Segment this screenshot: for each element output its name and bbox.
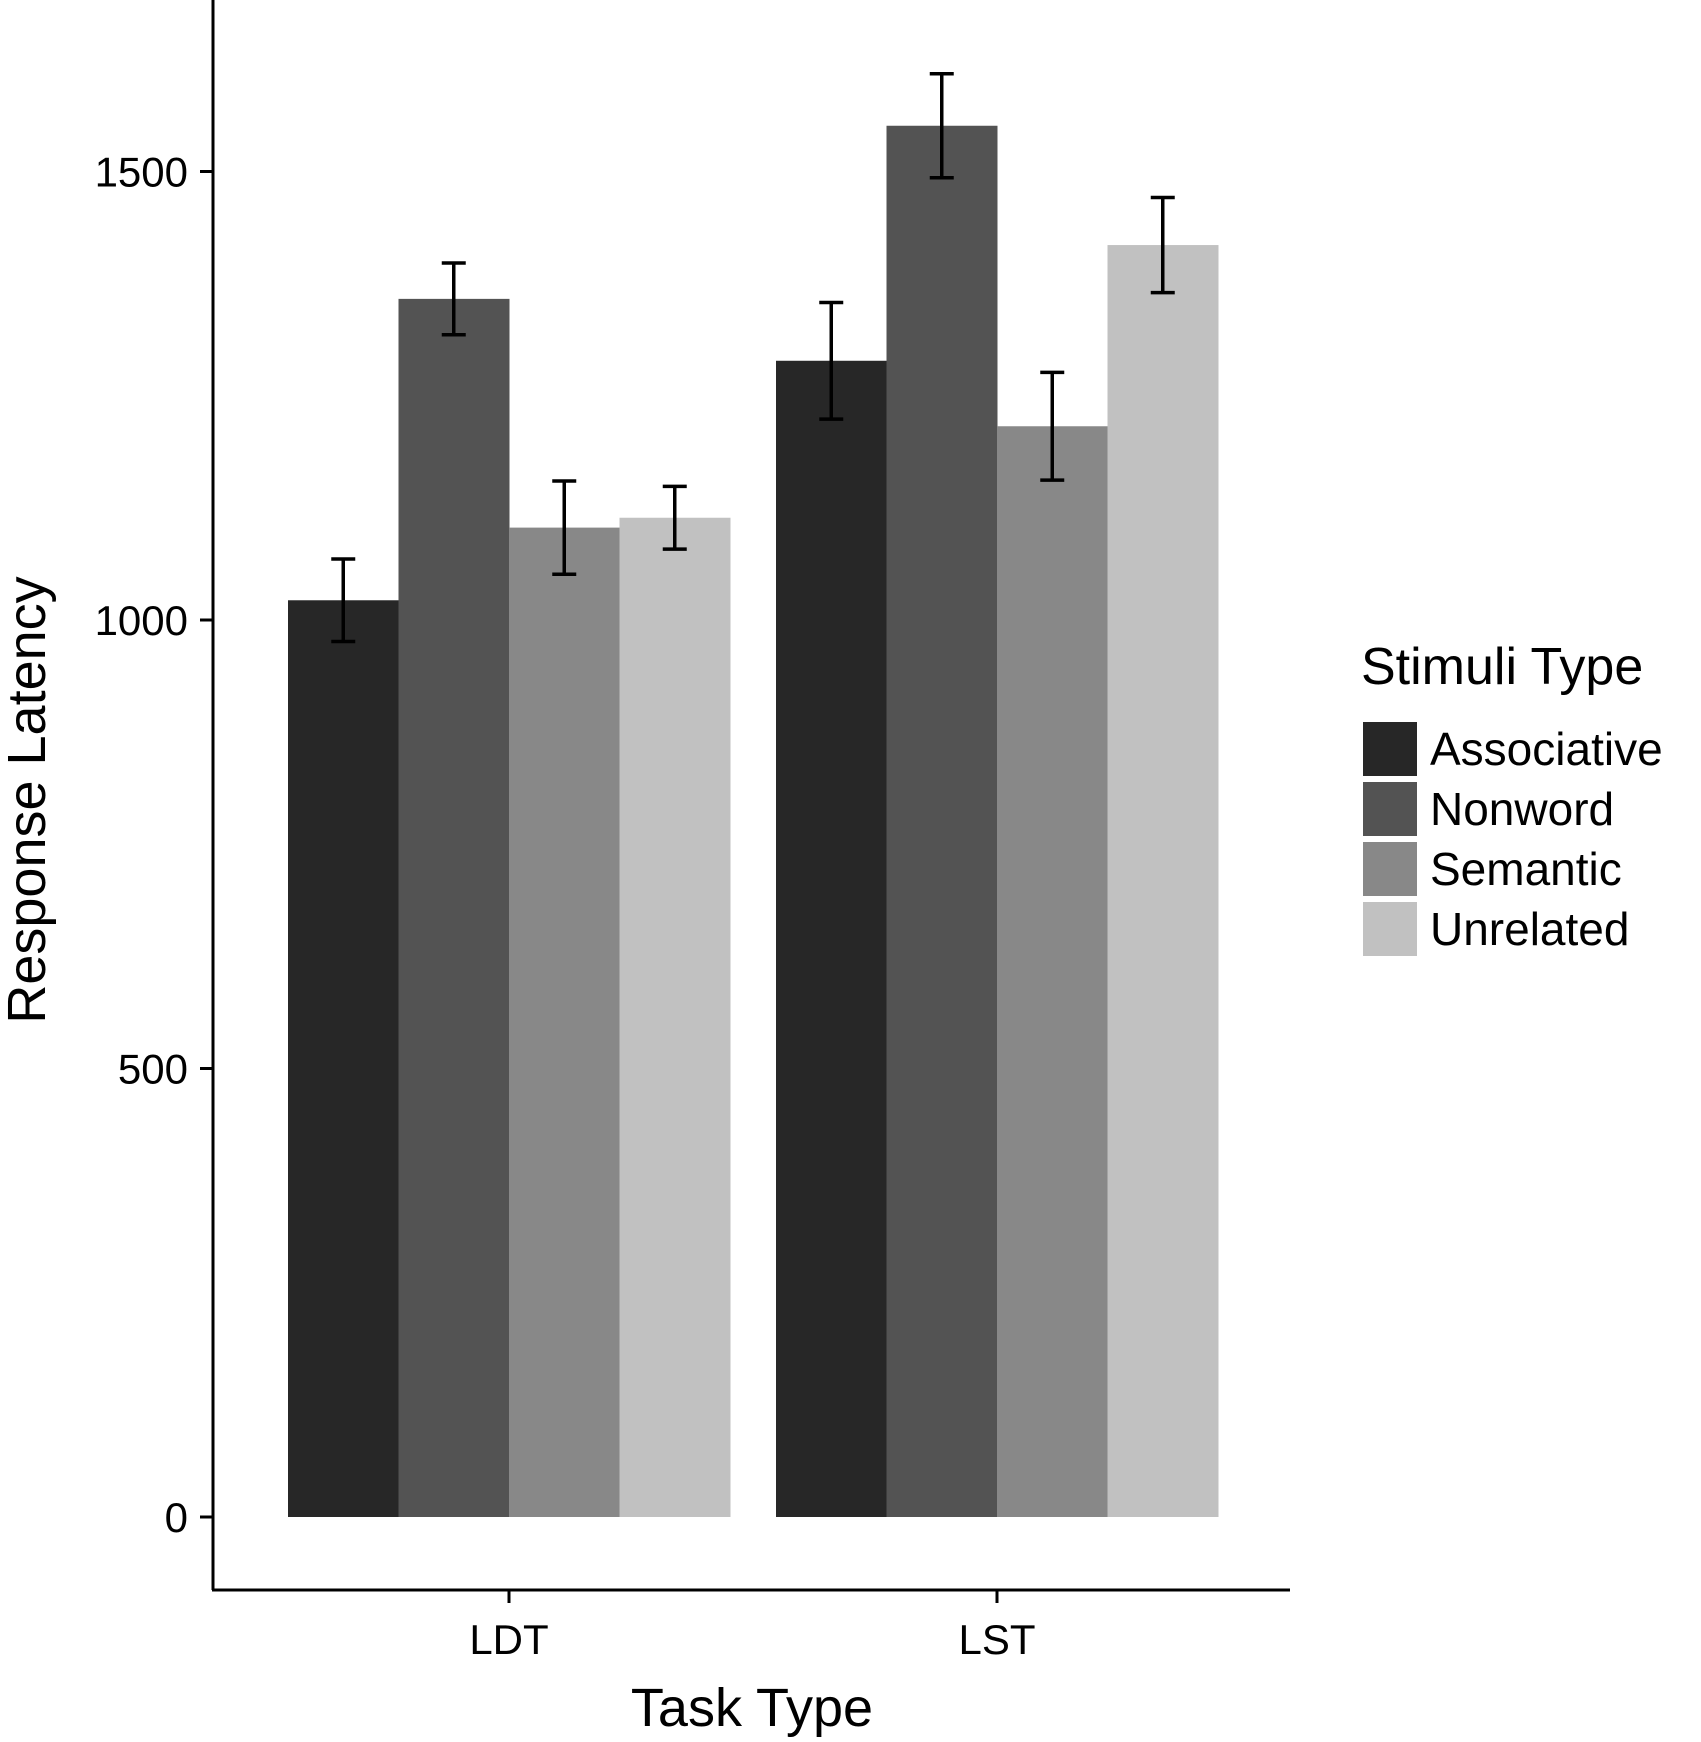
bar-ldt-semantic xyxy=(509,527,620,1517)
legend-label-unrelated: Unrelated xyxy=(1430,903,1629,955)
error-bar-ldt-associative xyxy=(331,557,356,644)
legend: Stimuli Type Associative Nonword Semantic U… xyxy=(1361,638,1663,956)
bar-ldt-associative xyxy=(288,600,399,1517)
error-bar-ldt-unrelated xyxy=(662,484,687,551)
legend-swatch-semantic xyxy=(1363,842,1417,896)
error-bar-ldt-semantic xyxy=(552,479,577,577)
y-axis-ticks: 0 500 1000 1500 xyxy=(95,149,213,1541)
legend-label-nonword: Nonword xyxy=(1430,783,1614,835)
legend-label-semantic: Semantic xyxy=(1430,843,1622,895)
error-bar-lst-unrelated xyxy=(1150,195,1175,295)
y-tick-label: 0 xyxy=(165,1494,188,1541)
bar-ldt-nonword xyxy=(398,298,510,1517)
x-tick-label: LDT xyxy=(469,1616,548,1663)
x-axis-ticks: LDT LST xyxy=(469,1590,1036,1663)
y-axis-title: Response Latency xyxy=(0,576,57,1023)
bars-layer xyxy=(288,125,1219,1518)
y-tick-label: 1000 xyxy=(95,597,188,644)
y-tick-label: 500 xyxy=(118,1046,188,1093)
bar-lst-associative xyxy=(776,360,887,1518)
error-bar-ldt-nonword xyxy=(441,261,466,337)
legend-title: Stimuli Type xyxy=(1361,638,1643,696)
x-axis-title: Task Type xyxy=(631,1678,873,1738)
error-bar-lst-associative xyxy=(819,300,844,421)
x-tick-label: LST xyxy=(958,1616,1035,1663)
legend-swatch-unrelated xyxy=(1363,902,1417,956)
error-bars-layer xyxy=(331,71,1175,644)
legend-swatch-nonword xyxy=(1363,782,1417,836)
bar-lst-unrelated xyxy=(1107,245,1219,1518)
error-bar-lst-nonword xyxy=(929,71,954,180)
legend-swatch-associative xyxy=(1363,722,1417,776)
legend-label-associative: Associative xyxy=(1430,723,1663,775)
error-bar-lst-semantic xyxy=(1040,370,1065,482)
y-tick-label: 1500 xyxy=(95,149,188,196)
bar-ldt-unrelated xyxy=(619,517,731,1517)
bar-lst-nonword xyxy=(886,125,998,1517)
bar-lst-semantic xyxy=(997,426,1108,1517)
